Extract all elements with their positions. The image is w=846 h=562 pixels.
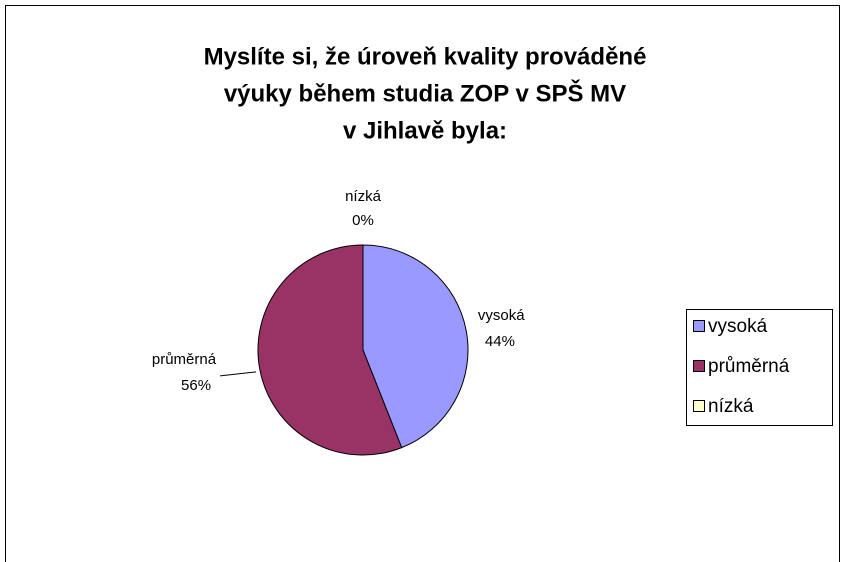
pie-slice xyxy=(257,244,403,456)
pie-slice xyxy=(362,244,469,449)
data-label-name: průměrná xyxy=(152,351,217,368)
chart-title: Myslíte si, že úroveň kvality prováděné xyxy=(204,43,647,70)
legend-label: vysoká xyxy=(708,316,768,337)
legend-swatch xyxy=(693,320,705,332)
legend-label: nízká xyxy=(708,396,754,417)
data-label-name: nízká xyxy=(345,188,382,205)
data-label-value: 0% xyxy=(352,212,374,229)
data-label-name: vysoká xyxy=(478,307,525,324)
legend-swatch xyxy=(693,360,705,372)
legend-swatch xyxy=(693,400,705,412)
legend-box xyxy=(686,309,833,426)
data-label-value: 56% xyxy=(181,377,211,394)
chart-title: v Jihlavě byla: xyxy=(343,117,507,144)
leader-line xyxy=(220,371,257,377)
data-label-value: 44% xyxy=(485,333,515,350)
legend-label: průměrná xyxy=(708,356,790,377)
chart-title: výuky během studia ZOP v SPŠ MV xyxy=(224,79,626,107)
